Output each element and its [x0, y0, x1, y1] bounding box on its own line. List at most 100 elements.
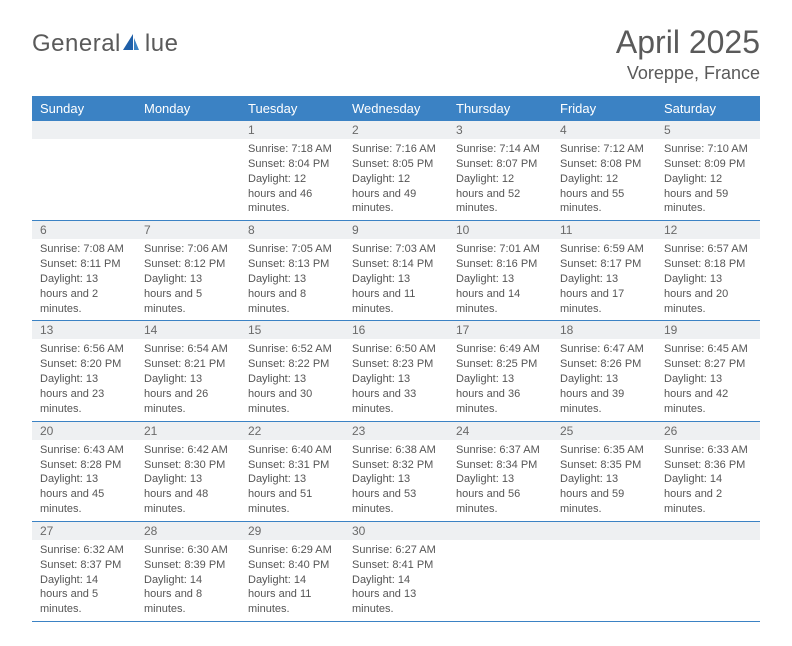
calendar-day-cell: 2Sunrise: 7:16 AMSunset: 8:05 PMDaylight… — [344, 121, 448, 221]
day-body: Sunrise: 7:16 AMSunset: 8:05 PMDaylight:… — [344, 139, 448, 220]
calendar-day-cell: 17Sunrise: 6:49 AMSunset: 8:25 PMDayligh… — [448, 321, 552, 421]
day-number: 14 — [136, 321, 240, 339]
day-info-line: Daylight: 13 hours and 56 minutes. — [456, 472, 544, 517]
day-body: Sunrise: 6:57 AMSunset: 8:18 PMDaylight:… — [656, 239, 760, 320]
calendar-day-cell: 26Sunrise: 6:33 AMSunset: 8:36 PMDayligh… — [656, 421, 760, 521]
day-body: Sunrise: 7:03 AMSunset: 8:14 PMDaylight:… — [344, 239, 448, 320]
calendar-day-cell: 30Sunrise: 6:27 AMSunset: 8:41 PMDayligh… — [344, 521, 448, 621]
day-number: 12 — [656, 221, 760, 239]
calendar-day-cell — [448, 521, 552, 621]
calendar-day-cell: 1Sunrise: 7:18 AMSunset: 8:04 PMDaylight… — [240, 121, 344, 221]
day-info-line: Sunrise: 7:16 AM — [352, 142, 440, 157]
day-info-line: Sunrise: 7:18 AM — [248, 142, 336, 157]
day-number: 5 — [656, 121, 760, 139]
day-info-line: Sunrise: 7:03 AM — [352, 242, 440, 257]
day-body — [552, 540, 656, 547]
day-body: Sunrise: 6:30 AMSunset: 8:39 PMDaylight:… — [136, 540, 240, 621]
day-info-line: Sunrise: 6:35 AM — [560, 443, 648, 458]
calendar-week-row: 27Sunrise: 6:32 AMSunset: 8:37 PMDayligh… — [32, 521, 760, 621]
day-info-line: Daylight: 14 hours and 5 minutes. — [40, 573, 128, 618]
day-number: 1 — [240, 121, 344, 139]
logo-text-prefix: General — [32, 30, 121, 58]
day-info-line: Daylight: 13 hours and 14 minutes. — [456, 272, 544, 317]
day-number: 28 — [136, 522, 240, 540]
day-info-line: Sunset: 8:08 PM — [560, 157, 648, 172]
day-info-line: Sunrise: 6:52 AM — [248, 342, 336, 357]
day-info-line: Sunrise: 6:42 AM — [144, 443, 232, 458]
day-info-line: Daylight: 13 hours and 30 minutes. — [248, 372, 336, 417]
day-number: 10 — [448, 221, 552, 239]
day-body: Sunrise: 6:56 AMSunset: 8:20 PMDaylight:… — [32, 339, 136, 420]
day-number — [136, 121, 240, 139]
calendar-day-cell: 22Sunrise: 6:40 AMSunset: 8:31 PMDayligh… — [240, 421, 344, 521]
day-info-line: Sunrise: 7:01 AM — [456, 242, 544, 257]
day-info-line: Daylight: 14 hours and 2 minutes. — [664, 472, 752, 517]
day-body — [656, 540, 760, 547]
day-header-wednesday: Wednesday — [344, 96, 448, 121]
day-number: 18 — [552, 321, 656, 339]
calendar-day-cell: 4Sunrise: 7:12 AMSunset: 8:08 PMDaylight… — [552, 121, 656, 221]
day-info-line: Sunrise: 6:47 AM — [560, 342, 648, 357]
day-info-line: Sunrise: 7:06 AM — [144, 242, 232, 257]
day-number: 30 — [344, 522, 448, 540]
day-info-line: Sunrise: 6:40 AM — [248, 443, 336, 458]
day-info-line: Sunrise: 6:57 AM — [664, 242, 752, 257]
day-info-line: Sunset: 8:05 PM — [352, 157, 440, 172]
calendar-day-cell: 7Sunrise: 7:06 AMSunset: 8:12 PMDaylight… — [136, 221, 240, 321]
day-number: 26 — [656, 422, 760, 440]
calendar-day-cell: 27Sunrise: 6:32 AMSunset: 8:37 PMDayligh… — [32, 521, 136, 621]
calendar-week-row: 6Sunrise: 7:08 AMSunset: 8:11 PMDaylight… — [32, 221, 760, 321]
day-number: 4 — [552, 121, 656, 139]
day-info-line: Sunset: 8:21 PM — [144, 357, 232, 372]
day-info-line: Sunrise: 7:08 AM — [40, 242, 128, 257]
day-info-line: Sunset: 8:23 PM — [352, 357, 440, 372]
day-body: Sunrise: 7:08 AMSunset: 8:11 PMDaylight:… — [32, 239, 136, 320]
day-number: 7 — [136, 221, 240, 239]
day-number: 6 — [32, 221, 136, 239]
day-info-line: Sunset: 8:35 PM — [560, 458, 648, 473]
day-body: Sunrise: 6:45 AMSunset: 8:27 PMDaylight:… — [656, 339, 760, 420]
day-body: Sunrise: 7:10 AMSunset: 8:09 PMDaylight:… — [656, 139, 760, 220]
day-info-line: Daylight: 12 hours and 46 minutes. — [248, 172, 336, 217]
logo-sail-icon — [121, 32, 141, 57]
calendar-day-cell: 8Sunrise: 7:05 AMSunset: 8:13 PMDaylight… — [240, 221, 344, 321]
calendar-day-cell: 25 Sunrise: 6:35 AMSunset: 8:35 PMDayligh… — [552, 421, 656, 521]
day-info-line: Sunrise: 6:33 AM — [664, 443, 752, 458]
day-info-line: Daylight: 13 hours and 26 minutes. — [144, 372, 232, 417]
day-info-line: Sunset: 8:28 PM — [40, 458, 128, 473]
day-header-thursday: Thursday — [448, 96, 552, 121]
day-info-line: Sunrise: 6:32 AM — [40, 543, 128, 558]
day-info-line: Sunset: 8:34 PM — [456, 458, 544, 473]
day-info-line: Sunset: 8:40 PM — [248, 558, 336, 573]
day-info-line: Sunset: 8:31 PM — [248, 458, 336, 473]
day-info-line: Daylight: 12 hours and 52 minutes. — [456, 172, 544, 217]
calendar-day-cell: 13Sunrise: 6:56 AMSunset: 8:20 PMDayligh… — [32, 321, 136, 421]
day-body: Sunrise: 7:05 AMSunset: 8:13 PMDaylight:… — [240, 239, 344, 320]
day-info-line: Sunset: 8:26 PM — [560, 357, 648, 372]
day-info-line: Sunrise: 7:14 AM — [456, 142, 544, 157]
day-info-line: Daylight: 12 hours and 55 minutes. — [560, 172, 648, 217]
day-info-line: Daylight: 13 hours and 5 minutes. — [144, 272, 232, 317]
day-info-line: Daylight: 13 hours and 42 minutes. — [664, 372, 752, 417]
day-info-line: Sunrise: 6:43 AM — [40, 443, 128, 458]
calendar-day-cell: 20Sunrise: 6:43 AMSunset: 8:28 PMDayligh… — [32, 421, 136, 521]
calendar-day-cell: 21Sunrise: 6:42 AMSunset: 8:30 PMDayligh… — [136, 421, 240, 521]
day-body: Sunrise: 6:52 AMSunset: 8:22 PMDaylight:… — [240, 339, 344, 420]
day-info-line: Sunset: 8:36 PM — [664, 458, 752, 473]
day-info-line: Daylight: 13 hours and 2 minutes. — [40, 272, 128, 317]
day-body: Sunrise: 6:33 AMSunset: 8:36 PMDaylight:… — [656, 440, 760, 521]
day-number — [552, 522, 656, 540]
day-info-line: Sunrise: 6:50 AM — [352, 342, 440, 357]
day-info-line: Sunset: 8:41 PM — [352, 558, 440, 573]
day-header-saturday: Saturday — [656, 96, 760, 121]
day-number — [32, 121, 136, 139]
logo: General lue — [32, 24, 178, 58]
day-number: 25 — [552, 422, 656, 440]
day-number: 22 — [240, 422, 344, 440]
calendar-day-cell: 23Sunrise: 6:38 AMSunset: 8:32 PMDayligh… — [344, 421, 448, 521]
day-info-line: Daylight: 13 hours and 59 minutes. — [560, 472, 648, 517]
calendar-day-cell: 19Sunrise: 6:45 AMSunset: 8:27 PMDayligh… — [656, 321, 760, 421]
day-number: 20 — [32, 422, 136, 440]
day-info-line: Sunset: 8:16 PM — [456, 257, 544, 272]
day-body: Sunrise: 6:40 AMSunset: 8:31 PMDaylight:… — [240, 440, 344, 521]
